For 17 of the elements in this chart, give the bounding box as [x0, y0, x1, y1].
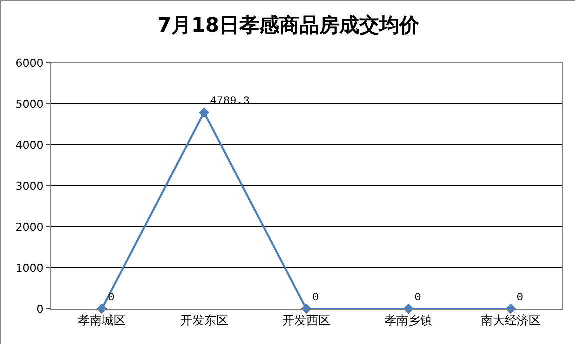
- y-tick-label: 6000: [16, 56, 44, 70]
- y-tick-label: 2000: [16, 220, 44, 234]
- x-tick-label: 南大经济区: [480, 313, 541, 328]
- y-tick-label: 1000: [16, 262, 44, 275]
- x-tick-label: 开发东区: [180, 313, 228, 328]
- y-tick-label: 4000: [16, 138, 44, 152]
- x-tick-label: 孝南城区: [78, 313, 126, 328]
- x-tick-label: 孝南乡镇: [384, 313, 433, 328]
- chart-title: 7月18日孝感商品房成交均价: [158, 13, 420, 38]
- data-label: 0: [414, 292, 422, 304]
- y-tick-label: 3000: [16, 180, 44, 193]
- x-tick-label: 开发西区: [282, 313, 330, 328]
- data-label: 0: [516, 292, 524, 304]
- y-tick-label: 5000: [16, 98, 44, 111]
- data-label: 0: [312, 292, 320, 304]
- y-tick-label: 0: [36, 302, 44, 316]
- data-label: 0: [108, 292, 115, 304]
